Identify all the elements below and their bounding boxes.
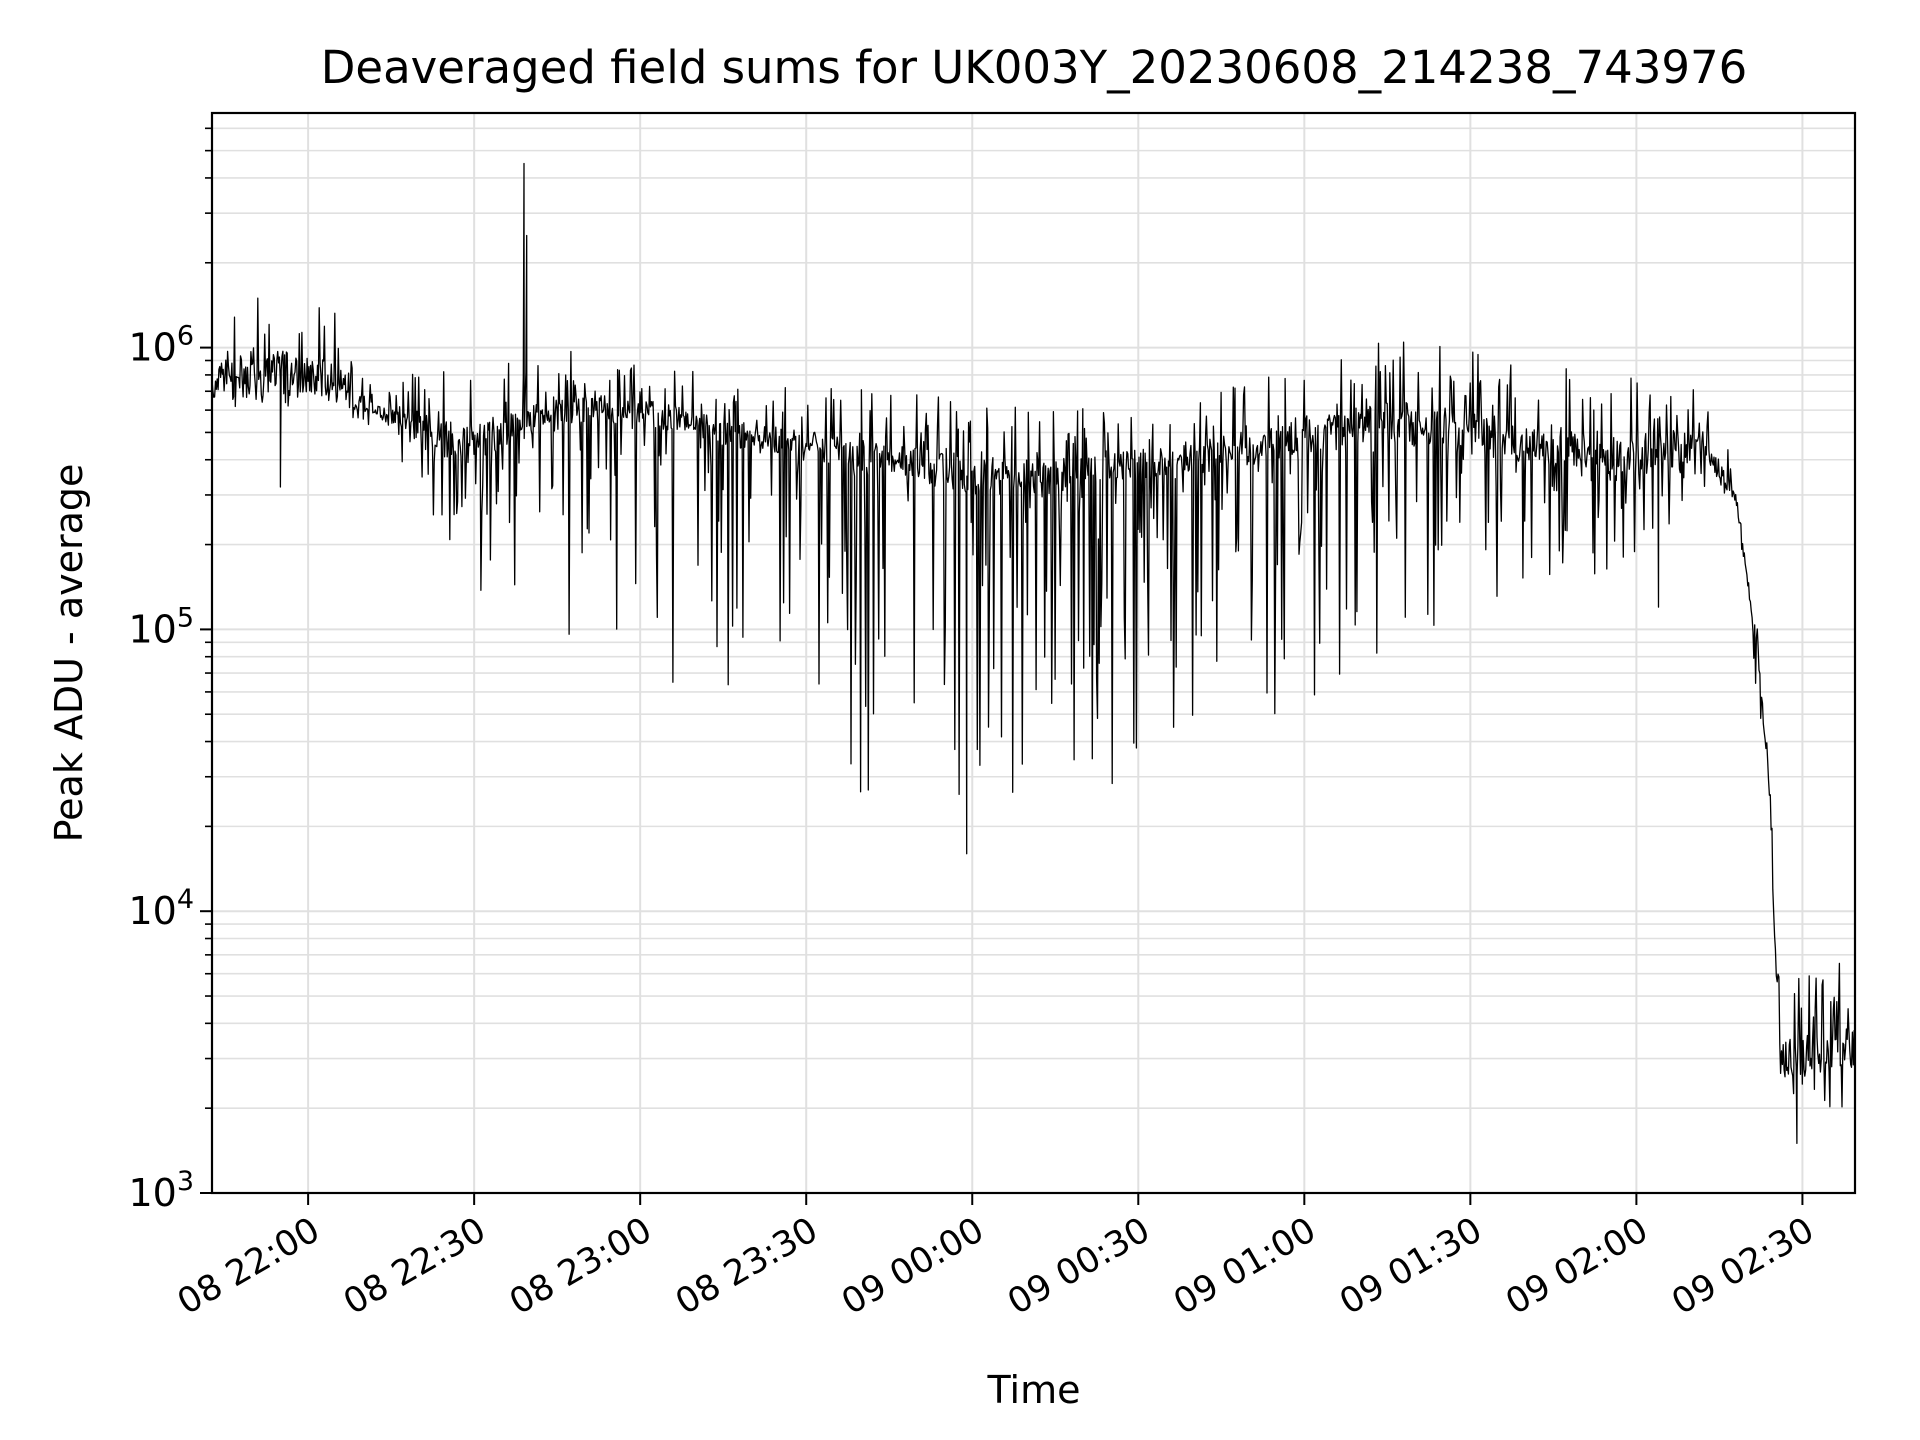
y-tick-label: 104 — [128, 884, 194, 933]
chart-title: Deaveraged field sums for UK003Y_2023060… — [321, 41, 1748, 94]
y-grid — [212, 127, 1855, 1194]
y-axis-label: Peak ADU - average — [47, 464, 91, 843]
plot-frame — [210, 111, 1857, 1195]
y-axis: 103 104 105 106 — [128, 127, 212, 1215]
y-tick-label: 103 — [128, 1166, 194, 1215]
y-tick-label: 105 — [128, 602, 194, 651]
y-tick-label: 106 — [128, 321, 194, 370]
x-axis-label: Time — [987, 1368, 1081, 1412]
x-grid — [307, 113, 1804, 1193]
series-line — [212, 162, 1855, 1145]
